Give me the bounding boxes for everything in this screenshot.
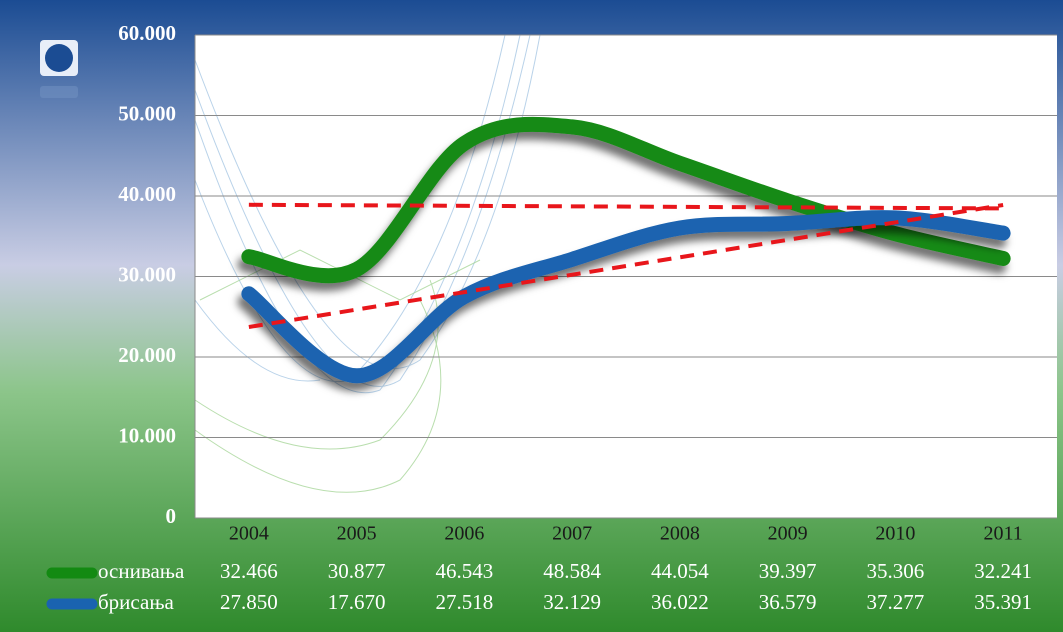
table-value: 27.850 — [220, 590, 278, 614]
series-line — [241, 210, 1011, 384]
legend-label: брисања — [98, 590, 175, 614]
x-tick-label: 2006 — [444, 523, 484, 545]
y-tick-label: 40.000 — [118, 182, 176, 206]
table-value: 35.391 — [974, 590, 1032, 614]
table-value: 48.584 — [543, 559, 601, 583]
table-value: 46.543 — [436, 559, 494, 583]
y-tick-label: 30.000 — [118, 262, 176, 286]
table-value: 17.670 — [328, 590, 386, 614]
x-tick-label: 2010 — [875, 523, 915, 545]
x-tick-label: 2005 — [337, 523, 377, 545]
table-value: 37.277 — [867, 590, 925, 614]
y-tick-label: 20.000 — [118, 343, 176, 367]
x-tick-label: 2011 — [983, 523, 1022, 545]
trendline — [248, 203, 1004, 329]
table-value: 27.518 — [436, 590, 494, 614]
y-tick-label: 10.000 — [118, 423, 176, 447]
legend-label: оснивања — [98, 559, 185, 583]
table-value: 32.129 — [543, 590, 601, 614]
x-tick-label: 2004 — [229, 523, 269, 545]
table-value: 32.466 — [220, 559, 278, 583]
trendline — [248, 202, 1004, 211]
y-tick-label: 50.000 — [118, 101, 176, 125]
y-tick-label: 0 — [166, 504, 177, 528]
table-value: 32.241 — [974, 559, 1032, 583]
x-tick-label: 2009 — [768, 523, 808, 545]
x-tick-label: 2007 — [552, 523, 592, 545]
table-value: 44.054 — [651, 559, 709, 583]
table-value: 36.022 — [651, 590, 709, 614]
table-value: 35.306 — [867, 559, 925, 583]
logo — [40, 40, 78, 98]
x-tick-label: 2008 — [660, 523, 700, 545]
table-value: 36.579 — [759, 590, 817, 614]
table-value: 30.877 — [328, 559, 386, 583]
series-line — [241, 116, 1011, 284]
y-tick-label: 60.000 — [118, 21, 176, 45]
table-value: 39.397 — [759, 559, 817, 583]
